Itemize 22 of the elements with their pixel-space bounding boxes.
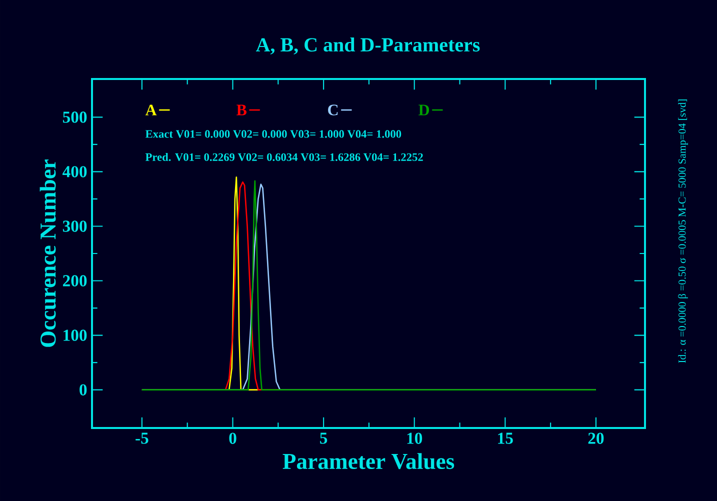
y-tick-label: 400	[62, 166, 87, 178]
y-tick-label: 100	[64, 330, 87, 341]
x-axis-title: Parameter Values	[282, 453, 454, 470]
annotation: Pred. V01= 0.2269 V02= 0.6034 V03= 1.6286 V04= 1.2252	[145, 152, 423, 162]
x-tick-label: 15	[498, 432, 513, 444]
legend-label: D	[418, 104, 430, 116]
y-tick-label: 0	[80, 384, 87, 396]
x-tick-label: -5	[136, 432, 148, 444]
legend-label: B	[236, 104, 246, 116]
annotation: Exact V01= 0.000 V02= 0.000 V03= 1.000 V04= 1.000	[145, 130, 402, 138]
y-axis-title: Occurence Number	[40, 159, 56, 347]
legend-label: C	[328, 104, 338, 116]
y-tick-label: 500	[62, 112, 87, 123]
text: Id.: α =0.0000 β =0.50 σ =0.0005 M-C= 5000 Samp=04 [svd]	[678, 99, 688, 363]
x-tick-label: 10	[407, 432, 422, 444]
y-tick-label: 300	[62, 220, 87, 232]
x-tick-label: 0	[229, 432, 236, 444]
x-tick-label: 5	[320, 432, 328, 444]
y-tick-label: 200	[62, 275, 87, 286]
chart-title: A, B, C and D-Parameters	[256, 38, 480, 54]
x-tick-label: 20	[588, 432, 604, 444]
legend-label: A	[145, 104, 157, 116]
